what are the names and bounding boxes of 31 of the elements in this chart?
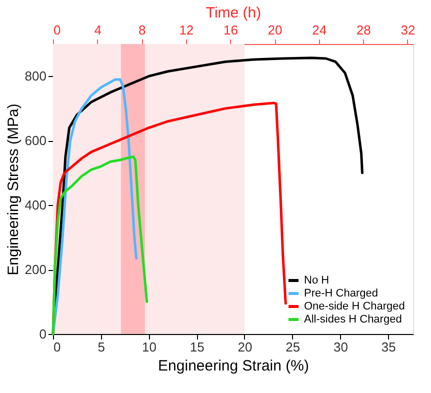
x-tick-label: 15: [190, 340, 204, 354]
x2-tick-label: 24: [312, 22, 327, 38]
x2-tick-label: 8: [138, 22, 146, 38]
x-tick-label: 30: [334, 340, 348, 354]
x2-tick-label: 16: [223, 22, 238, 38]
x-tick-label: 0: [54, 340, 61, 354]
y-axis-title: Engineering Stress (MPa): [4, 104, 22, 276]
x-tick-label: 25: [286, 340, 300, 354]
legend-label: Pre-H Charged: [304, 288, 378, 300]
x-tick-label: 20: [238, 340, 252, 354]
x2-tick-label: 0: [54, 22, 61, 38]
x-tick-label: 35: [381, 340, 396, 354]
y-tick-label: 200: [24, 262, 46, 278]
legend-label: All-sides H Charged: [304, 314, 402, 326]
x2-tick-label: 12: [179, 22, 194, 38]
y-tick-label: 800: [24, 68, 46, 84]
legend-label: One-side H Charged: [304, 300, 405, 312]
legend-label: No H: [304, 274, 330, 286]
x2-tick-label: 28: [356, 22, 371, 38]
line-series: [52, 78, 138, 336]
y-tick-label: 400: [24, 198, 46, 213]
x-tick-label: 5: [98, 340, 105, 354]
x2-tick-label: 32: [400, 22, 416, 38]
x-axis-title: Engineering Strain (%): [158, 358, 309, 374]
x2-tick-label: 20: [268, 22, 282, 38]
x-tick-label: 10: [142, 340, 156, 354]
x2-axis-title: Time (h): [206, 4, 262, 22]
y-tick-label: 600: [24, 133, 46, 148]
line-series: [52, 156, 148, 336]
y-tick-label: 0: [39, 326, 46, 342]
x2-tick-label: 4: [94, 22, 102, 38]
